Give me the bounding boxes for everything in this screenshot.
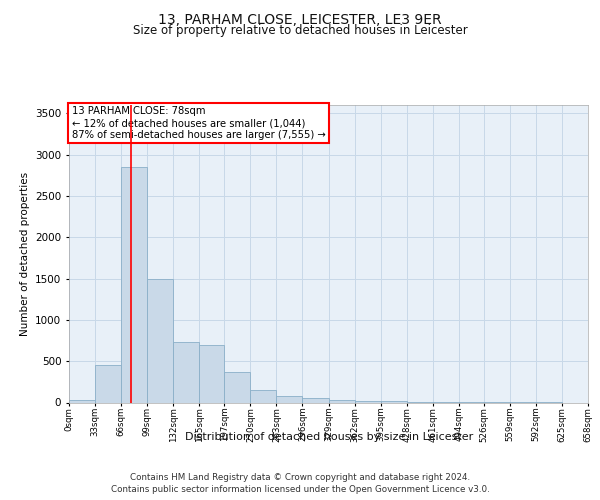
Bar xyxy=(355,401,380,402)
Bar xyxy=(173,342,199,402)
Text: Size of property relative to detached houses in Leicester: Size of property relative to detached ho… xyxy=(133,24,467,37)
Bar xyxy=(302,398,329,402)
Bar xyxy=(121,167,147,402)
Text: 13 PARHAM CLOSE: 78sqm
← 12% of detached houses are smaller (1,044)
87% of semi-: 13 PARHAM CLOSE: 78sqm ← 12% of detached… xyxy=(71,106,325,140)
Y-axis label: Number of detached properties: Number of detached properties xyxy=(20,172,29,336)
Text: Contains public sector information licensed under the Open Government Licence v3: Contains public sector information licen… xyxy=(110,485,490,494)
Bar xyxy=(69,400,95,402)
Bar xyxy=(277,396,302,402)
Bar xyxy=(199,344,224,403)
Bar xyxy=(224,372,250,402)
Bar xyxy=(250,390,277,402)
Text: 13, PARHAM CLOSE, LEICESTER, LE3 9ER: 13, PARHAM CLOSE, LEICESTER, LE3 9ER xyxy=(158,12,442,26)
Text: Distribution of detached houses by size in Leicester: Distribution of detached houses by size … xyxy=(185,432,473,442)
Bar xyxy=(147,278,173,402)
Bar xyxy=(95,366,121,403)
Text: Contains HM Land Registry data © Crown copyright and database right 2024.: Contains HM Land Registry data © Crown c… xyxy=(130,472,470,482)
Bar xyxy=(329,400,355,402)
